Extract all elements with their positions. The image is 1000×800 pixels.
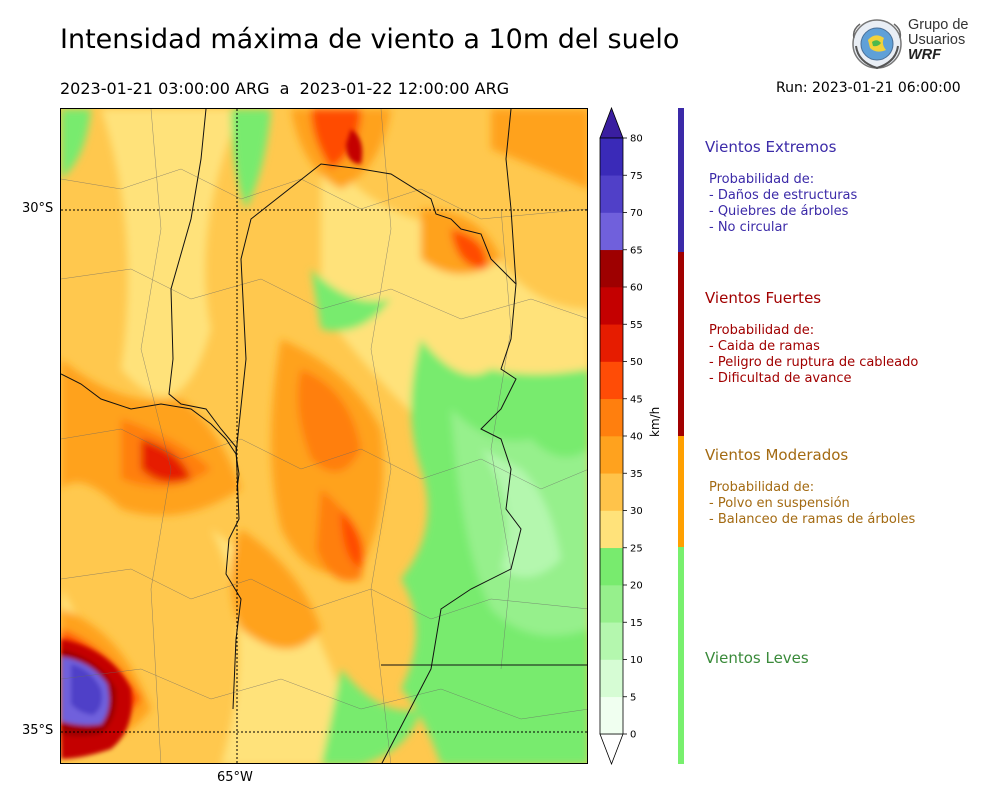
colorbar-segment: [600, 175, 623, 213]
colorbar-segment: [600, 510, 623, 549]
colorbar-tick-label: 75: [630, 171, 643, 182]
colorbar-tick-label: 45: [630, 394, 643, 405]
colorbar-segment: [600, 585, 623, 623]
legend-title-moderate: Vientos Moderados: [705, 446, 849, 464]
colorbar-tick-label: 20: [630, 581, 643, 592]
colorbar-tick-label: 80: [630, 134, 643, 145]
legend-body-strong: Probabilidad de: - Caida de ramas - Peli…: [709, 323, 919, 386]
logo-line-3: WRF: [908, 47, 942, 63]
colorbar-segment: [600, 361, 623, 400]
colorbar-tick-label: 40: [630, 432, 643, 443]
category-bar-moderate: [678, 436, 684, 547]
map-title: Intensidad máxima de viento a 10m del su…: [60, 24, 680, 55]
wind-intensity-map: [60, 108, 588, 764]
colorbar-segment: [600, 212, 623, 251]
legend-title-extreme: Vientos Extremos: [705, 138, 837, 156]
colorbar-tick-label: 35: [630, 469, 643, 480]
colorbar-segment: [600, 138, 623, 176]
colorbar-tick-label: 70: [630, 208, 643, 219]
legend-title-light: Vientos Leves: [705, 649, 809, 667]
colorbar-tick-label: 30: [630, 506, 643, 517]
lon-label-65w: 65°W: [217, 770, 253, 785]
colorbar-segment: [600, 696, 623, 735]
wind-speed-colorbar: 0 5 10 15 20 25 30 35 40 45 50 55 60 65 70 75 80: [596, 104, 666, 770]
colorbar-max-extension: [599, 106, 624, 139]
colorbar-tick-label: 60: [630, 283, 643, 294]
globe-emblem-icon: [852, 19, 902, 70]
legend-body-moderate: Probabilidad de: - Polvo en suspensión -…: [709, 480, 916, 527]
colorbar-tick-label: 5: [630, 692, 636, 703]
wind-category-bar: [678, 108, 684, 764]
lat-label-35s: 35°S: [22, 723, 54, 738]
wrf-users-group-logo: Grupo de Usuarios WRF: [848, 16, 978, 72]
colorbar-tick-label: 0: [630, 730, 636, 741]
logo-line-2: Usuarios: [908, 32, 966, 48]
colorbar-scale: 0 5 10 15 20 25 30 35 40 45 50 55 60 65 70 75 80: [599, 106, 643, 766]
lat-label-30s: 30°S: [22, 201, 54, 216]
legend-title-strong: Vientos Fuertes: [705, 289, 822, 307]
colorbar-tick-label: 25: [630, 543, 643, 554]
colorbar-tick-label: 55: [630, 320, 643, 331]
colorbar-segment: [600, 249, 623, 288]
forecast-period: 2023-01-21 03:00:00 ARG a 2023-01-22 12:…: [60, 79, 510, 98]
colorbar-tick-label: 50: [630, 357, 643, 368]
colorbar-min-extension: [599, 733, 624, 766]
category-bar-light: [678, 547, 684, 764]
colorbar-segment: [600, 287, 623, 325]
category-bar-extreme: [678, 108, 684, 252]
colorbar-segment: [600, 324, 623, 362]
colorbar-tick-label: 65: [630, 245, 643, 256]
category-bar-strong: [678, 252, 684, 436]
run-timestamp: Run: 2023-01-21 06:00:00: [776, 80, 961, 96]
colorbar-segment: [600, 547, 623, 586]
legend-body-extreme: Probabilidad de: - Daños de estructuras …: [709, 172, 858, 235]
wind-field-raster: [61, 109, 587, 763]
colorbar-tick-label: 10: [630, 655, 643, 666]
colorbar-segment: [600, 622, 623, 660]
logo-line-1: Grupo de: [908, 17, 969, 33]
colorbar-segment: [600, 659, 623, 698]
colorbar-segment: [600, 398, 623, 437]
colorbar-segment: [600, 473, 623, 511]
colorbar-segment: [600, 436, 623, 474]
colorbar-unit-label: km/h: [648, 406, 662, 437]
colorbar-tick-label: 15: [630, 618, 643, 629]
